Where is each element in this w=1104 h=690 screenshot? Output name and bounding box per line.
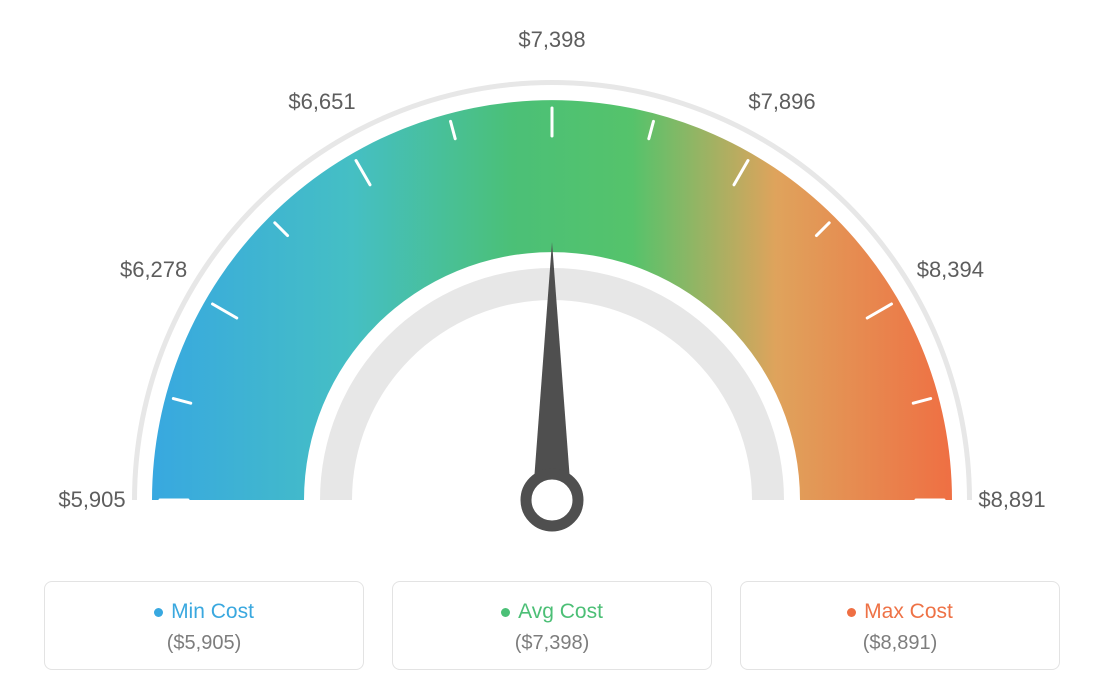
gauge-scale-label: $5,905 xyxy=(58,487,125,513)
gauge-scale-label: $6,278 xyxy=(120,257,187,283)
legend-title-min-text: Min Cost xyxy=(171,600,254,623)
gauge-scale-label: $8,891 xyxy=(978,487,1045,513)
legend-value-min: ($5,905) xyxy=(55,632,353,655)
gauge-scale-label: $6,651 xyxy=(288,89,355,115)
legend-row: Min Cost ($5,905) Avg Cost ($7,398) Max … xyxy=(0,581,1104,670)
legend-card-max: Max Cost ($8,891) xyxy=(740,581,1060,670)
gauge-chart: $5,905 $6,278 $6,651 $7,398 $7,896 $8,394 $8,8… xyxy=(0,0,1104,560)
legend-value-avg: ($7,398) xyxy=(403,632,701,655)
gauge-scale-label: $7,398 xyxy=(518,27,585,53)
legend-title-max-text: Max Cost xyxy=(864,600,953,623)
legend-dot-max xyxy=(847,608,856,617)
gauge-scale-label: $8,394 xyxy=(917,257,984,283)
legend-dot-avg xyxy=(501,608,510,617)
legend-dot-min xyxy=(154,608,163,617)
legend-card-min: Min Cost ($5,905) xyxy=(44,581,364,670)
legend-title-max: Max Cost xyxy=(751,600,1049,624)
legend-title-avg-text: Avg Cost xyxy=(518,600,603,623)
gauge-scale-label: $7,896 xyxy=(748,89,815,115)
legend-title-min: Min Cost xyxy=(55,600,353,624)
legend-title-avg: Avg Cost xyxy=(403,600,701,624)
legend-value-max: ($8,891) xyxy=(751,632,1049,655)
legend-card-avg: Avg Cost ($7,398) xyxy=(392,581,712,670)
